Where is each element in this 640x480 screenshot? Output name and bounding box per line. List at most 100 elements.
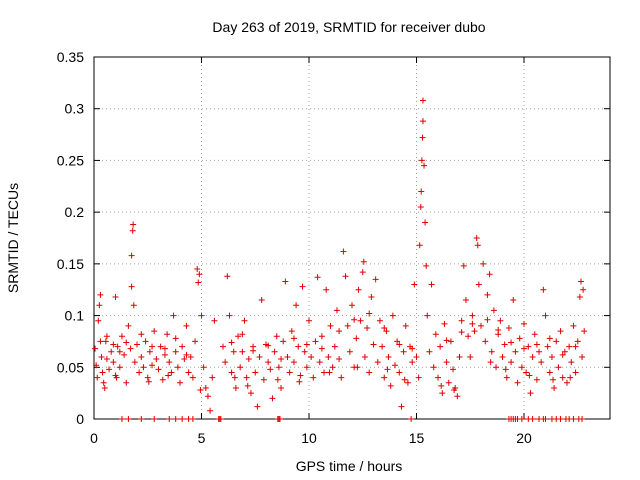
data-point	[487, 359, 494, 366]
data-point	[572, 369, 579, 376]
data-point	[490, 307, 497, 314]
data-point	[303, 364, 310, 371]
data-point	[366, 369, 373, 376]
data-point	[241, 317, 248, 324]
data-point	[439, 390, 446, 397]
data-point	[172, 335, 179, 342]
data-point	[128, 252, 135, 259]
data-point	[374, 359, 381, 366]
data-point	[408, 416, 415, 422]
data-point	[299, 283, 306, 290]
data-point	[564, 379, 570, 386]
x-tick-label: 20	[516, 430, 532, 446]
data-point	[559, 374, 566, 381]
data-point	[579, 353, 586, 360]
data-point	[518, 364, 525, 371]
data-point	[396, 341, 403, 348]
data-point	[232, 384, 239, 391]
data-point	[426, 348, 433, 355]
data-point	[177, 379, 183, 386]
data-point	[134, 341, 140, 348]
y-tick-label: 0	[76, 411, 84, 427]
data-point	[336, 356, 343, 363]
data-point	[308, 353, 315, 360]
data-point	[467, 353, 474, 360]
data-point	[577, 278, 584, 285]
data-point	[559, 351, 566, 358]
data-point	[333, 307, 340, 314]
data-point	[424, 312, 431, 319]
data-point	[195, 279, 202, 286]
data-point	[437, 343, 444, 350]
data-point	[217, 416, 224, 422]
data-point	[346, 348, 353, 355]
y-tick-label: 0.1	[65, 308, 85, 324]
data-point	[118, 333, 125, 340]
data-point	[237, 364, 244, 371]
x-tick-label: 0	[90, 430, 98, 446]
data-point	[239, 331, 246, 338]
data-point	[392, 362, 398, 369]
data-point	[96, 302, 103, 309]
data-point	[502, 366, 509, 373]
data-point	[416, 242, 423, 249]
data-point	[228, 369, 235, 376]
data-point	[486, 271, 493, 278]
data-point	[360, 258, 367, 265]
data-point	[402, 322, 409, 329]
data-point	[93, 362, 100, 369]
x-axis-label: GPS time / hours	[296, 458, 403, 474]
plot-frame	[93, 56, 611, 420]
data-point	[123, 339, 130, 346]
data-point	[273, 333, 280, 340]
y-tick-label: 0.05	[57, 359, 84, 375]
data-point	[211, 317, 218, 324]
data-point	[400, 348, 407, 355]
data-point	[340, 248, 347, 255]
data-point	[450, 366, 457, 373]
data-point	[381, 324, 388, 331]
data-point	[480, 260, 487, 267]
data-point	[278, 384, 285, 391]
data-point	[181, 356, 188, 363]
data-point	[418, 188, 425, 195]
data-point	[293, 302, 300, 309]
data-point	[168, 369, 175, 376]
data-point	[138, 331, 145, 338]
data-point	[462, 297, 469, 304]
data-point	[542, 312, 549, 319]
data-point	[508, 359, 515, 366]
data-point	[533, 341, 540, 348]
data-point	[121, 351, 128, 358]
data-point	[349, 302, 355, 309]
data-point	[243, 374, 250, 381]
data-point	[329, 364, 336, 371]
data-point	[376, 317, 383, 324]
data-point	[505, 324, 512, 331]
data-point	[401, 376, 408, 383]
data-point	[318, 333, 325, 340]
data-point	[155, 366, 162, 373]
data-point	[185, 369, 192, 376]
data-point	[394, 338, 401, 345]
data-point	[179, 343, 186, 350]
data-point	[383, 328, 390, 335]
data-point	[484, 291, 491, 298]
data-point	[142, 338, 149, 345]
data-point	[189, 374, 196, 381]
data-point	[357, 317, 364, 324]
data-point	[136, 369, 143, 376]
data-point	[103, 356, 110, 363]
data-point	[296, 378, 303, 385]
data-point	[275, 364, 282, 371]
data-point	[469, 320, 476, 327]
data-point	[161, 351, 168, 358]
data-point	[441, 320, 448, 327]
data-point	[280, 338, 287, 345]
data-point	[432, 331, 439, 338]
data-point	[128, 283, 135, 290]
data-point	[447, 338, 454, 345]
data-point	[174, 364, 181, 371]
data-point	[419, 118, 426, 125]
data-point	[301, 348, 308, 355]
